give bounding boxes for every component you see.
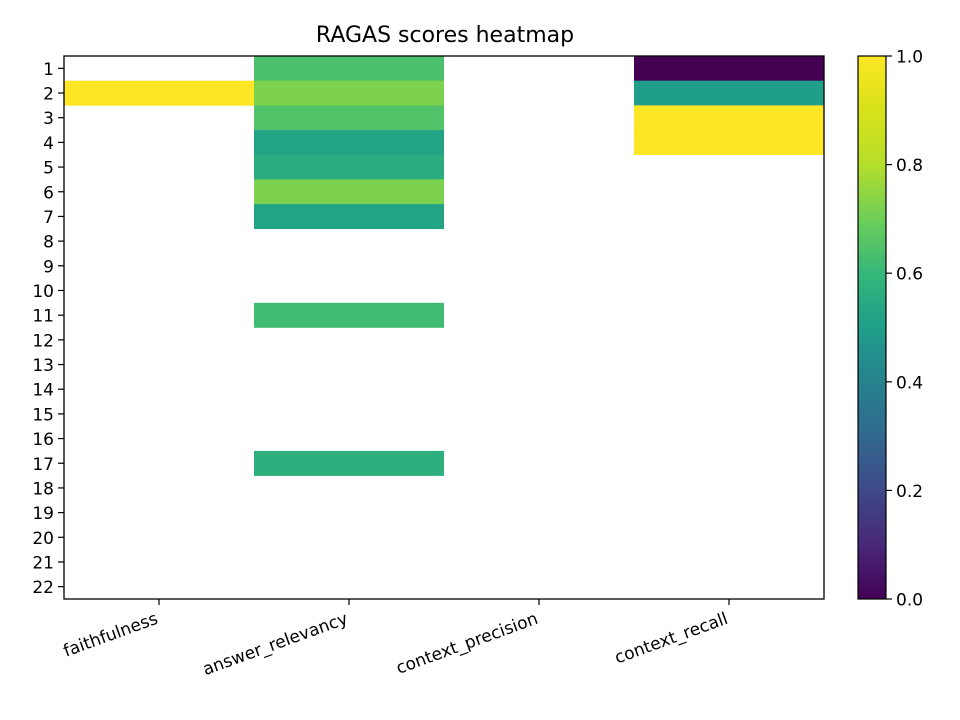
heatmap-cell-4-context_recall [634, 130, 824, 156]
y-tick-label: 1 [43, 60, 54, 80]
x-tick-label: faithfulness [61, 609, 161, 662]
colorbar-tick-label: 0.6 [896, 265, 923, 285]
heatmap-cell-11-answer_relevancy [254, 302, 444, 328]
colorbar-gradient [857, 55, 887, 600]
y-tick-label: 9 [43, 257, 54, 277]
y-tick-label: 7 [43, 208, 54, 228]
y-tick-label: 2 [43, 85, 54, 105]
colorbar-tick-label: 0.0 [896, 591, 923, 611]
y-tick-label: 6 [43, 183, 54, 203]
colorbar: 0.0 0.2 0.4 0.6 0.8 1.0 [857, 48, 923, 611]
plot-frame [63, 55, 825, 600]
heatmap-cell-7-answer_relevancy [254, 204, 444, 230]
y-tick-label: 4 [43, 134, 54, 154]
heatmap-cell-3-context_recall [634, 105, 824, 131]
x-tick-label: context_precision [394, 609, 541, 679]
colorbar-tick-label: 0.8 [896, 156, 923, 176]
y-tick-label: 3 [43, 109, 54, 129]
heatmap-cell-6-answer_relevancy [254, 179, 444, 205]
heatmap-cells [64, 56, 824, 476]
heatmap-cell-2-context_recall [634, 80, 824, 106]
chart-title: RAGAS scores heatmap [316, 23, 574, 48]
x-tick-label: context_recall [612, 609, 731, 668]
colorbar-tick-label: 0.4 [896, 373, 923, 393]
y-tick-label: 21 [32, 553, 54, 573]
heatmap-cell-5-answer_relevancy [254, 154, 444, 180]
y-tick-label: 19 [32, 504, 54, 524]
y-tick-label: 22 [32, 578, 54, 598]
y-tick-label: 11 [32, 307, 54, 327]
x-tick-label: answer_relevancy [200, 609, 350, 680]
y-tick-label: 14 [32, 381, 54, 401]
y-tick-label: 8 [43, 233, 54, 253]
heatmap-cell-17-answer_relevancy [254, 450, 444, 476]
y-tick-label: 15 [32, 405, 54, 425]
x-axis: faithfulness answer_relevancy context_prec… [61, 599, 731, 680]
heatmap-cell-4-answer_relevancy [254, 130, 444, 156]
y-tick-label: 10 [32, 282, 54, 302]
heatmap-cell-1-context_recall [634, 56, 824, 81]
colorbar-tick-label: 0.2 [896, 482, 923, 502]
heatmap-cell-3-answer_relevancy [254, 105, 444, 131]
y-tick-label: 5 [43, 159, 54, 179]
y-tick-label: 12 [32, 331, 54, 351]
y-tick-label: 20 [32, 529, 54, 549]
y-tick-label: 18 [32, 479, 54, 499]
heatmap-cell-1-answer_relevancy [254, 56, 444, 81]
colorbar-tick-label: 1.0 [896, 48, 923, 68]
heatmap-cell-2-answer_relevancy [254, 80, 444, 106]
y-tick-label: 13 [32, 356, 54, 376]
y-tick-label: 16 [32, 430, 54, 450]
colorbar-ticks: 0.0 0.2 0.4 0.6 0.8 1.0 [886, 48, 923, 611]
heatmap-cell-2-faithfulness [64, 80, 254, 106]
y-tick-label: 17 [32, 455, 54, 475]
